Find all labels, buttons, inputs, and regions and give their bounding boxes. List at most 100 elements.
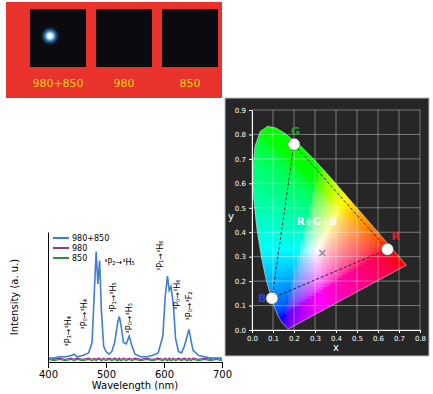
cie-color-cell [300,197,304,201]
cie-color-cell [285,224,289,228]
cie-color-cell [324,299,328,303]
cie-color-cell [330,122,334,126]
cie-color-cell [306,137,310,141]
cie-color-cell [279,155,283,159]
cie-color-cell [309,167,313,171]
cie-color-cell [309,272,313,276]
cie-color-cell [297,248,301,252]
cie-color-cell [285,302,289,306]
cie-color-cell [303,233,307,237]
cie-color-cell [267,317,271,321]
cie-color-cell [273,158,277,162]
cie-color-cell [282,137,286,141]
cie-color-cell [300,116,304,120]
cie-color-cell [282,308,286,312]
cie-color-cell [285,179,289,183]
photo-label: 980+850 [32,77,83,90]
cie-color-cell [327,299,331,303]
cie-color-cell [303,131,307,135]
cie-color-cell [279,311,283,315]
cie-color-cell [294,260,298,264]
cie-color-cell [258,194,262,198]
cie-color-cell [324,140,328,144]
cie-color-cell [258,224,262,228]
cie-color-cell [324,245,328,249]
cie-color-cell [318,293,322,297]
cie-color-cell [261,308,265,312]
cie-color-cell [279,308,283,312]
cie-color-cell [321,203,325,207]
cie-color-cell [267,308,271,312]
cie-color-cell [303,302,307,306]
cie-color-cell [267,314,271,318]
cie-color-cell [261,314,265,318]
cie-color-cell [297,113,301,117]
cie-color-cell [309,263,313,267]
cie-color-cell [306,146,310,150]
cie-color-cell [330,164,334,168]
cie-color-cell [309,242,313,246]
cie-color-cell [273,242,277,246]
cie-color-cell [324,323,328,327]
cie-color-cell [303,308,307,312]
cie-color-cell [300,242,304,246]
cie-color-cell [300,266,304,270]
cie-color-cell [255,158,259,162]
cie-color-cell [282,143,286,147]
cie-color-cell [288,212,292,216]
cie-color-cell [327,293,331,297]
photo-square [162,9,218,67]
cie-color-cell [315,149,319,153]
cie-color-cell [267,248,271,252]
cie-color-cell [318,116,322,120]
cie-color-cell [300,281,304,285]
cie-color-cell [261,245,265,249]
cie-color-cell [264,122,268,126]
cie-color-cell [279,221,283,225]
cie-color-cell [255,155,259,159]
cie-color-cell [309,275,313,279]
cie-color-cell [282,242,286,246]
cie-color-cell [276,197,280,201]
cie-color-cell [282,311,286,315]
cie-color-cell [300,119,304,123]
cie-color-cell [324,269,328,273]
cie-color-cell [258,323,262,327]
cie-color-cell [306,314,310,318]
cie-color-cell [255,125,259,129]
cie-color-cell [318,281,322,285]
cie-color-cell [315,263,319,267]
cie-color-cell [273,146,277,150]
cie-color-cell [267,260,271,264]
cie-color-cell [285,272,289,276]
cie-color-cell [309,191,313,195]
cie-color-cell [279,203,283,207]
cie-color-cell [258,176,262,180]
cie-color-cell [324,161,328,165]
cie-color-cell [261,242,265,246]
cie-color-cell [255,323,259,327]
cie-color-cell [267,176,271,180]
cie-color-cell [255,197,259,201]
cie-color-cell [318,179,322,183]
cie-color-cell [276,137,280,141]
cie-color-cell [309,308,313,312]
cie-color-cell [276,242,280,246]
cie-color-cell [261,212,265,216]
cie-color-cell [300,146,304,150]
cie-color-cell [261,326,265,330]
cie-color-cell [303,203,307,207]
cie-color-cell [318,317,322,321]
cie-color-cell [327,197,331,201]
cie-color-cell [279,140,283,144]
cie-color-cell [273,215,277,219]
cie-color-cell [258,149,262,153]
cie-color-cell [327,233,331,237]
cie-color-cell [321,143,325,147]
cie-color-cell [285,248,289,252]
cie-color-cell [261,137,265,141]
cie-color-cell [297,251,301,255]
cie-color-cell [309,284,313,288]
cie-color-cell [267,326,271,330]
cie-color-cell [303,128,307,132]
